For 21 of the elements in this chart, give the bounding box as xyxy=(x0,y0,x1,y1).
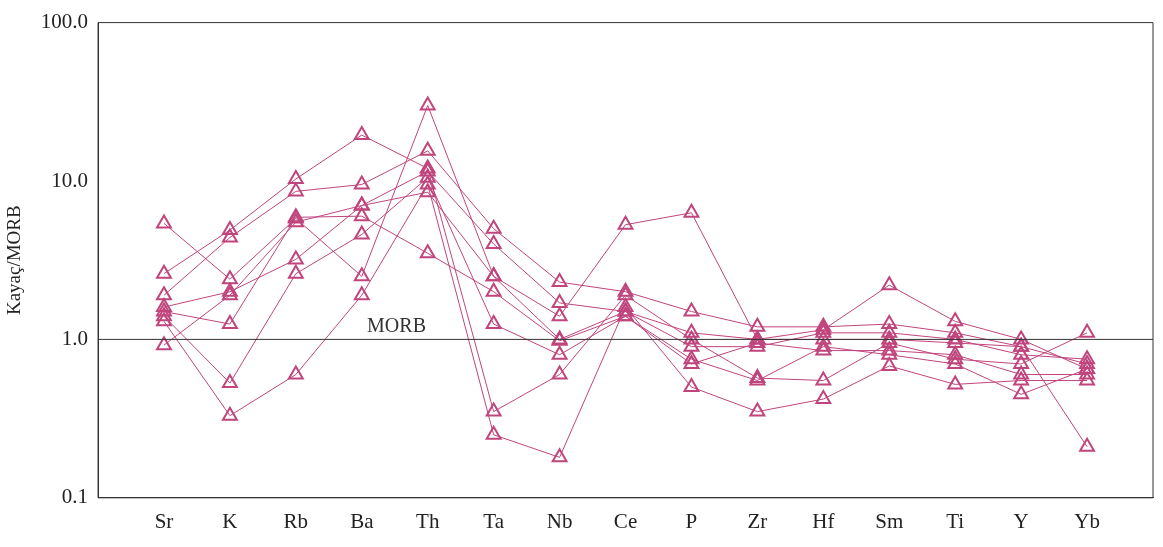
x-tick-label: Yb xyxy=(1074,508,1100,533)
ref-line-label: MORB xyxy=(367,313,426,336)
x-tick-label: Sr xyxy=(154,508,174,533)
x-tick-label: Y xyxy=(1013,508,1029,533)
x-tick-label: Ta xyxy=(483,508,505,533)
x-tick-label: Ce xyxy=(613,508,638,533)
x-tick-label: Ti xyxy=(946,508,965,533)
x-tick-label: Nb xyxy=(546,508,573,533)
x-tick-label: Ba xyxy=(350,508,375,533)
x-tick-label: Rb xyxy=(283,508,309,533)
y-tick-label: 1.0 xyxy=(61,325,89,350)
x-tick-label: P xyxy=(685,508,698,533)
x-tick-label: Th xyxy=(416,508,440,533)
y-tick-label: 100.0 xyxy=(40,9,89,34)
y-axis-title: Kayaç/MORB xyxy=(3,205,25,316)
y-tick-label: 10.0 xyxy=(51,167,89,192)
y-tick-label: 0.1 xyxy=(61,484,89,509)
x-tick-label: Zr xyxy=(747,508,768,533)
x-tick-label: Sm xyxy=(875,508,904,533)
x-tick-label: Hf xyxy=(812,508,835,533)
x-tick-label: K xyxy=(222,508,238,533)
